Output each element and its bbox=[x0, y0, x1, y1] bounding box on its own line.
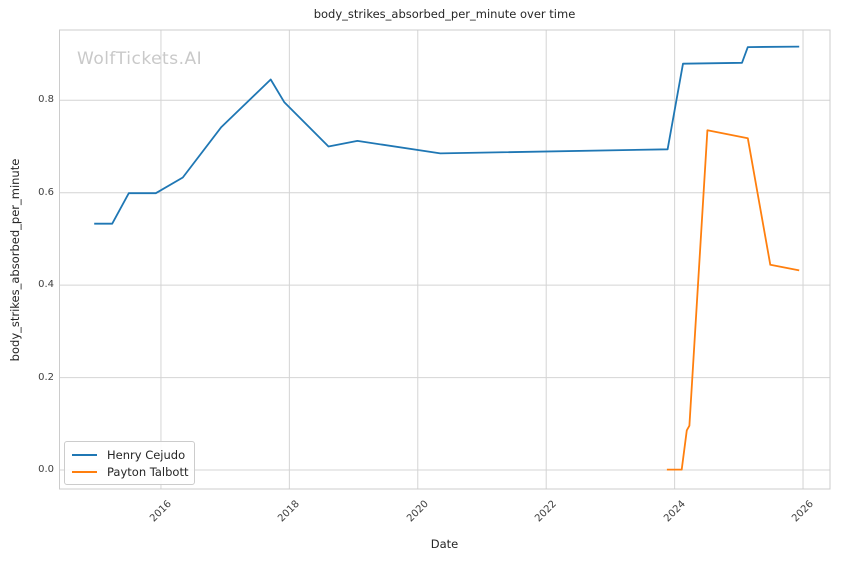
legend: Henry Cejudo Payton Talbott bbox=[64, 441, 195, 485]
x-axis-label: Date bbox=[430, 537, 459, 551]
y-tick-label-0.4: 0.4 bbox=[38, 279, 54, 291]
legend-label-henry-cejudo: Henry Cejudo bbox=[107, 447, 186, 462]
legend-line-swatch-payton-talbott bbox=[72, 470, 97, 473]
series-line-payton-talbott bbox=[666, 129, 800, 471]
plot-border bbox=[59, 29, 831, 490]
legend-label-payton-talbott: Payton Talbott bbox=[107, 464, 189, 479]
y-tick-label-0.0: 0.0 bbox=[38, 464, 54, 476]
y-tick-label-0.8: 0.8 bbox=[38, 94, 54, 106]
legend-line-swatch-henry-cejudo bbox=[72, 453, 97, 456]
watermark: WolfTickets.AI bbox=[77, 49, 203, 69]
series-line-henry-cejudo bbox=[94, 45, 800, 225]
legend-item-payton-talbott: Payton Talbott bbox=[72, 463, 189, 480]
y-tick-label-0.2: 0.2 bbox=[38, 371, 54, 383]
y-tick-label-0.6: 0.6 bbox=[38, 186, 54, 198]
legend-item-henry-cejudo: Henry Cejudo bbox=[72, 446, 186, 463]
chart-title: body_strikes_absorbed_per_minute over ti… bbox=[313, 7, 576, 21]
